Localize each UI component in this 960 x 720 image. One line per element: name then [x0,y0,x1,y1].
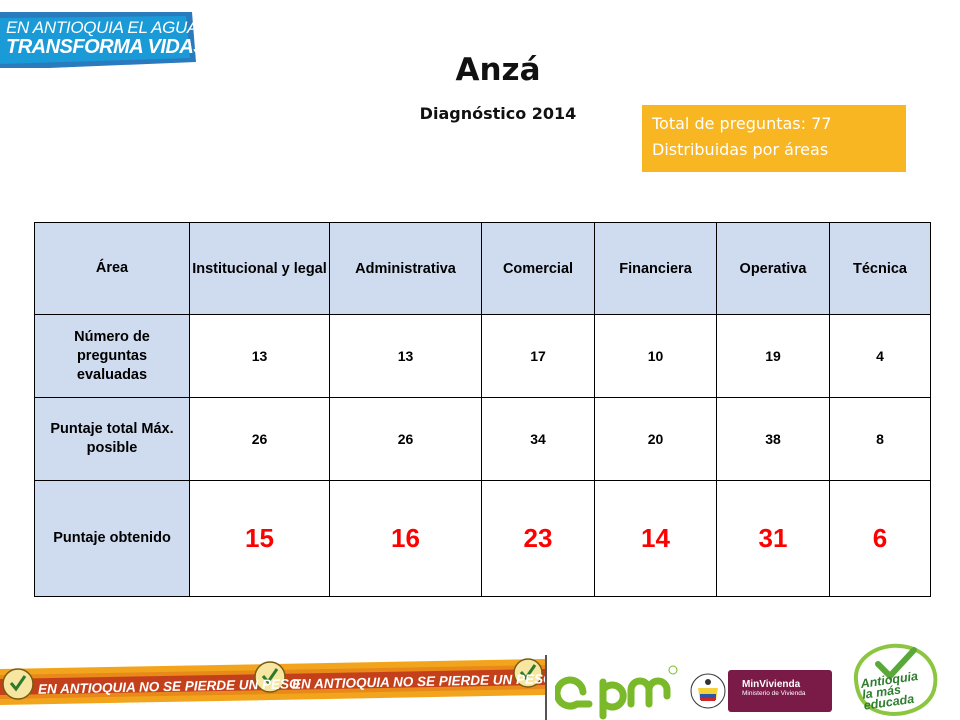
table-header-row: Área Institucional y legal Administrativ… [34,222,931,315]
minvivienda-logo: MinVivienda Ministerio de Vivienda [690,670,835,712]
table-cell: 10 [594,314,717,398]
header-financiera: Financiera [594,222,717,315]
score-cell: 16 [329,480,482,597]
table-cell: 38 [716,397,830,481]
score-cell: 23 [481,480,595,597]
table-cell: 26 [329,397,482,481]
header-area: Área [34,222,190,315]
header-comercial: Comercial [481,222,595,315]
page-title: Anzá [455,52,541,88]
header-administrativa: Administrativa [329,222,482,315]
table-cell: 20 [594,397,717,481]
table-cell: 13 [189,314,330,398]
table-cell: 34 [481,397,595,481]
score-cell: 15 [189,480,330,597]
table-cell: 8 [829,397,931,481]
total-questions-box: Total de preguntas: 77 Distribuidas por … [642,105,906,172]
banner-line-1: EN ANTIOQUIA EL AGUA [6,18,199,37]
banner-line-2: TRANSFORMA VIDAS [6,36,207,58]
score-cell: 14 [594,480,717,597]
table-cell: 13 [329,314,482,398]
page-subtitle: Diagnóstico 2014 [419,104,577,123]
table-row: Puntaje obtenido 15 16 23 14 31 6 [34,480,931,597]
row-label-preguntas: Número de preguntas evaluadas [34,314,190,398]
seal-icon [254,661,286,693]
row-label-puntaje-maximo: Puntaje total Máx. posible [34,397,190,481]
table-cell: 19 [716,314,830,398]
seal-icon [513,658,543,688]
diagnostic-table: Área Institucional y legal Administrativ… [34,222,931,597]
header-operativa: Operativa [716,222,830,315]
minvivienda-name: MinVivienda [742,679,801,690]
seal-icon [2,668,34,700]
header-tecnica: Técnica [829,222,931,315]
footer-divider [545,655,547,720]
header-institucional: Institucional y legal [189,222,330,315]
table-cell: 17 [481,314,595,398]
table-cell: 4 [829,314,931,398]
table-row: Puntaje total Máx. posible 26 26 34 20 3… [34,397,931,481]
antioquia-logo: Antioquia la más educada [848,640,943,718]
footer-slogan-strip: EN ANTIOQUIA NO SE PIERDE UN PESO EN ANT… [0,655,545,709]
minvivienda-sub: Ministerio de Vivienda [742,690,806,697]
row-label-puntaje-obtenido: Puntaje obtenido [34,480,190,597]
epm-logo [553,660,680,720]
score-cell: 6 [829,480,931,597]
total-questions-line: Total de preguntas: 77 [652,114,832,133]
table-row: Número de preguntas evaluadas 13 13 17 1… [34,314,931,398]
score-cell: 31 [716,480,830,597]
distribution-line: Distribuidas por áreas [652,140,829,159]
table-cell: 26 [189,397,330,481]
campaign-banner-logo: EN ANTIOQUIA EL AGUA TRANSFORMA VIDAS [0,8,207,68]
